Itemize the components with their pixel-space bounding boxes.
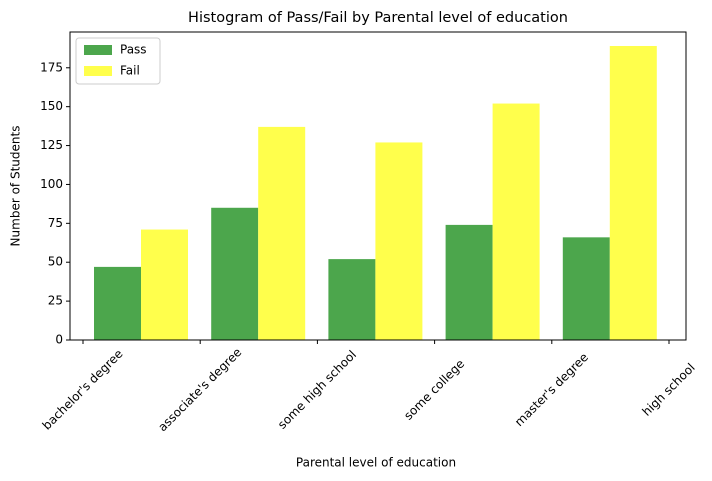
legend-label: Pass: [120, 43, 147, 57]
y-tick-label: 25: [48, 294, 63, 308]
plot-frame: [69, 31, 687, 341]
y-tick-label: 100: [40, 177, 63, 191]
legend-label: Fail: [120, 64, 140, 78]
y-axis-label: Number of Students: [9, 126, 23, 247]
y-tick-label: 50: [48, 255, 63, 269]
legend-swatch: [84, 45, 112, 55]
bar: [94, 266, 141, 340]
bar: [141, 229, 188, 340]
chart-title: Histogram of Pass/Fail by Parental level…: [188, 10, 568, 26]
y-tick-label: 0: [55, 333, 63, 347]
legend-box: [75, 37, 161, 85]
bar: [328, 259, 376, 340]
bar: [258, 126, 306, 340]
y-tick-label: 125: [40, 138, 63, 152]
legend-swatch: [84, 66, 112, 76]
bar: [445, 224, 493, 340]
x-axis-label: Parental level of education: [296, 456, 456, 470]
bar: [562, 237, 610, 340]
y-tick-label: 75: [48, 216, 63, 230]
bar: [492, 103, 540, 340]
bar: [211, 207, 259, 340]
y-tick-label: 150: [40, 99, 63, 113]
bar: [375, 142, 423, 340]
bar: [609, 46, 657, 340]
y-tick-label: 175: [40, 60, 63, 74]
